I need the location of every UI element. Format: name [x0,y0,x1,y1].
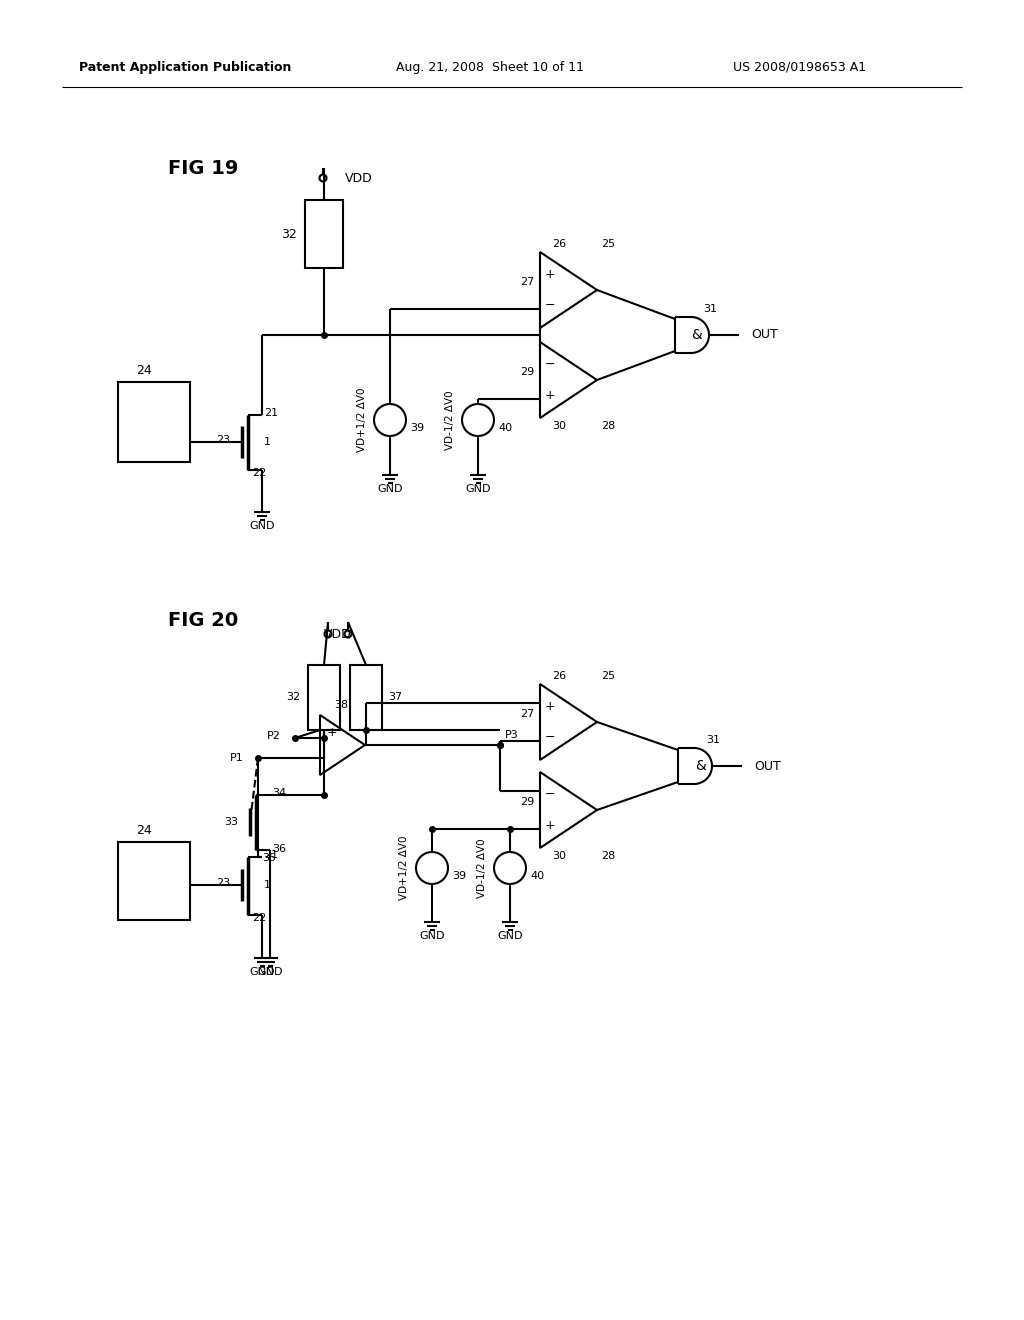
Text: Aug. 21, 2008  Sheet 10 of 11: Aug. 21, 2008 Sheet 10 of 11 [396,61,584,74]
Text: −: − [545,788,555,801]
Text: 40: 40 [498,422,512,433]
Text: 28: 28 [601,851,615,861]
Bar [308,665,340,730]
Text: 38: 38 [334,700,348,710]
Text: OUT: OUT [751,329,778,342]
Text: +: + [545,818,555,832]
Text: +: + [327,726,337,739]
Text: +: + [545,388,555,401]
Text: −: − [545,731,555,743]
Text: 24: 24 [136,824,152,837]
Text: &: & [691,327,702,342]
Text: Patent Application Publication: Patent Application Publication [79,61,291,74]
Text: P1: P1 [230,752,244,763]
Text: GND: GND [257,968,283,977]
Text: P3: P3 [505,730,519,741]
Text: 24: 24 [136,363,152,376]
Text: OUT: OUT [754,759,780,772]
Text: 30: 30 [552,851,566,861]
Bar [118,381,190,462]
Text: GND: GND [377,484,402,494]
Text: 36: 36 [272,843,286,854]
Text: 39: 39 [452,871,466,880]
Text: VD+1/2 ΔV0: VD+1/2 ΔV0 [399,836,409,900]
Text: 29: 29 [520,367,534,378]
Text: 1: 1 [264,437,271,447]
Text: 31: 31 [706,735,720,744]
Text: 23: 23 [216,878,230,888]
Text: 1: 1 [264,880,271,890]
Text: 26: 26 [552,671,566,681]
Text: FIG 20: FIG 20 [168,610,239,630]
Text: 29: 29 [520,797,534,808]
Text: VDD: VDD [325,627,352,640]
Text: VD+1/2 ΔV0: VD+1/2 ΔV0 [357,388,367,453]
Text: 32: 32 [286,693,300,702]
Text: 31: 31 [703,304,717,314]
Text: −: − [545,298,555,312]
Text: 22: 22 [252,913,266,923]
Bar [118,842,190,920]
Text: 39: 39 [410,422,424,433]
Text: 30: 30 [552,421,566,432]
Text: P2: P2 [267,731,281,741]
Text: 25: 25 [601,239,615,249]
Text: 21: 21 [264,850,279,861]
Text: 40: 40 [530,871,544,880]
Bar [305,201,343,268]
Text: GND: GND [249,968,274,977]
Text: 27: 27 [520,277,534,288]
Text: GND: GND [465,484,490,494]
Text: +: + [545,701,555,713]
Text: 22: 22 [252,469,266,478]
Text: +: + [545,268,555,281]
Text: 35: 35 [262,853,276,863]
Bar [350,665,382,730]
Text: VDD: VDD [345,172,373,185]
Text: 23: 23 [216,436,230,445]
Text: VD-1/2 ΔV0: VD-1/2 ΔV0 [477,838,487,898]
Text: 26: 26 [552,239,566,249]
Text: 33: 33 [224,817,238,828]
Text: −: − [545,358,555,371]
Text: FIG 19: FIG 19 [168,158,239,177]
Text: 37: 37 [388,693,402,702]
Text: 34: 34 [272,788,286,799]
Text: &: & [694,759,706,774]
Text: 21: 21 [264,408,279,418]
Text: VD-1/2 ΔV0: VD-1/2 ΔV0 [445,391,455,450]
Text: GND: GND [498,931,522,941]
Text: GND: GND [419,931,444,941]
Text: 25: 25 [601,671,615,681]
Text: 28: 28 [601,421,615,432]
Text: 27: 27 [520,709,534,719]
Text: 32: 32 [282,227,297,240]
Text: US 2008/0198653 A1: US 2008/0198653 A1 [733,61,866,74]
Text: GND: GND [249,521,274,531]
